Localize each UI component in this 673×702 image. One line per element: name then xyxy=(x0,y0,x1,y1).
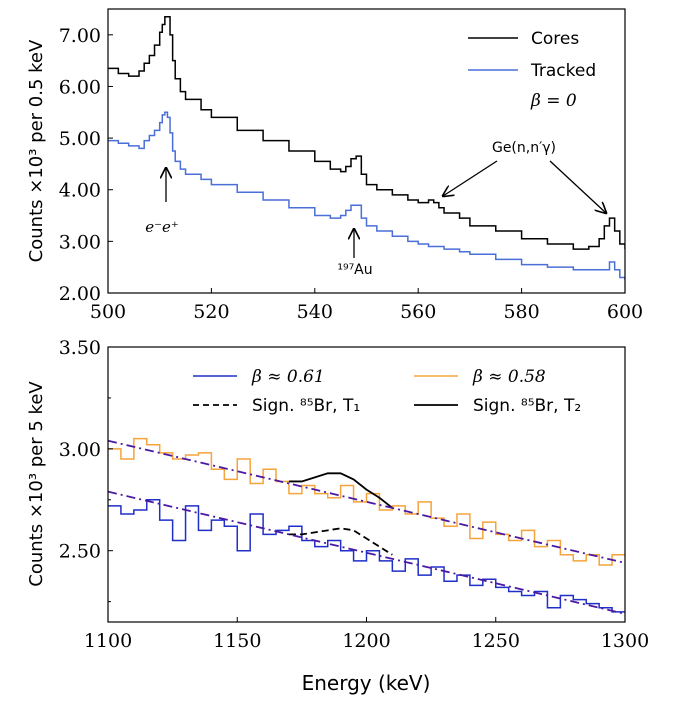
bottom-ticks: 1100 1150 1200 1250 1300 2.50 3.00 3.50 xyxy=(59,337,649,652)
legend-beta-note: β = 0 xyxy=(530,91,577,111)
top-legend: Cores Tracked β = 0 xyxy=(468,29,596,111)
top-x-tick-label: 560 xyxy=(400,301,436,323)
legend-label-beta058: β ≈ 0.58 xyxy=(472,367,546,387)
bottom-series-3 xyxy=(288,472,393,509)
annotation-au197: ¹⁹⁷Au xyxy=(337,262,372,278)
top-x-tick-label: 540 xyxy=(297,301,333,323)
top-x-tick-label: 580 xyxy=(503,301,539,323)
top-y-tick-label: 5.00 xyxy=(59,128,101,150)
bottom-y-tick-label: 3.50 xyxy=(59,337,101,359)
top-series-1 xyxy=(108,111,625,281)
top-ticks: 500 520 540 560 580 600 2.00 3.00 4.00 5.00 6.00 7.… xyxy=(59,25,643,323)
top-axes-frame xyxy=(107,8,626,294)
top-y-tick-label: 4.00 xyxy=(59,180,101,202)
top-y-tick-label: 7.00 xyxy=(59,25,101,47)
legend-label-beta061: β ≈ 0.61 xyxy=(251,367,325,387)
bottom-y-axis-label: Counts ×10³ per 5 keV xyxy=(26,381,47,587)
bottom-x-tick-label: 1250 xyxy=(472,630,520,652)
annotation-ge-nn: Ge(n,n′γ) xyxy=(492,140,556,156)
annotation-arrow-ge-left xyxy=(443,160,498,196)
top-x-tick-label: 500 xyxy=(90,301,126,323)
top-series-group xyxy=(108,15,625,281)
bottom-series-group xyxy=(108,437,625,615)
bottom-x-axis-label: Energy (keV) xyxy=(302,671,431,695)
legend-label-cores: Cores xyxy=(531,29,579,49)
top-y-axis-label: Counts ×10³ per 0.5 keV xyxy=(26,39,47,262)
top-y-tick-label: 6.00 xyxy=(59,76,101,98)
top-x-tick-label: 600 xyxy=(607,301,643,323)
top-y-tick-label: 3.00 xyxy=(59,231,101,253)
bottom-y-tick-label: 3.00 xyxy=(59,439,101,461)
top-annotations: e⁻e⁺ ¹⁹⁷Au Ge(n,n′γ) xyxy=(145,140,606,278)
top-panel: 500 520 540 560 580 600 2.00 3.00 4.00 5.00 6.00 7.… xyxy=(26,8,643,323)
annotation-arrow-ge-right xyxy=(549,160,606,213)
bottom-series-1 xyxy=(108,437,625,566)
bottom-y-tick-label: 2.50 xyxy=(59,541,101,563)
legend-label-signal-t2: Sign. ⁸⁵Br, T₂ xyxy=(473,396,581,416)
legend-label-tracked: Tracked xyxy=(530,61,596,81)
bottom-series-2 xyxy=(288,527,393,556)
bottom-x-tick-label: 1200 xyxy=(342,630,390,652)
legend-label-signal-t1: Sign. ⁸⁵Br, T₁ xyxy=(252,396,360,416)
annotation-positron: e⁻e⁺ xyxy=(145,218,179,236)
bottom-series-4 xyxy=(108,439,625,564)
top-series-0 xyxy=(108,15,625,250)
bottom-legend: β ≈ 0.61 β ≈ 0.58 Sign. ⁸⁵Br, T₁ Sign. ⁸… xyxy=(193,367,581,416)
bottom-series-5 xyxy=(108,490,625,615)
bottom-x-tick-label: 1300 xyxy=(601,630,649,652)
top-x-tick-label: 520 xyxy=(193,301,229,323)
bottom-panel: 1100 1150 1200 1250 1300 2.50 3.00 3.50 Counts … xyxy=(26,337,649,695)
bottom-axes-frame xyxy=(107,346,626,623)
top-y-tick-label: 2.00 xyxy=(59,283,101,305)
bottom-x-tick-label: 1150 xyxy=(213,630,261,652)
bottom-x-tick-label: 1100 xyxy=(84,630,132,652)
